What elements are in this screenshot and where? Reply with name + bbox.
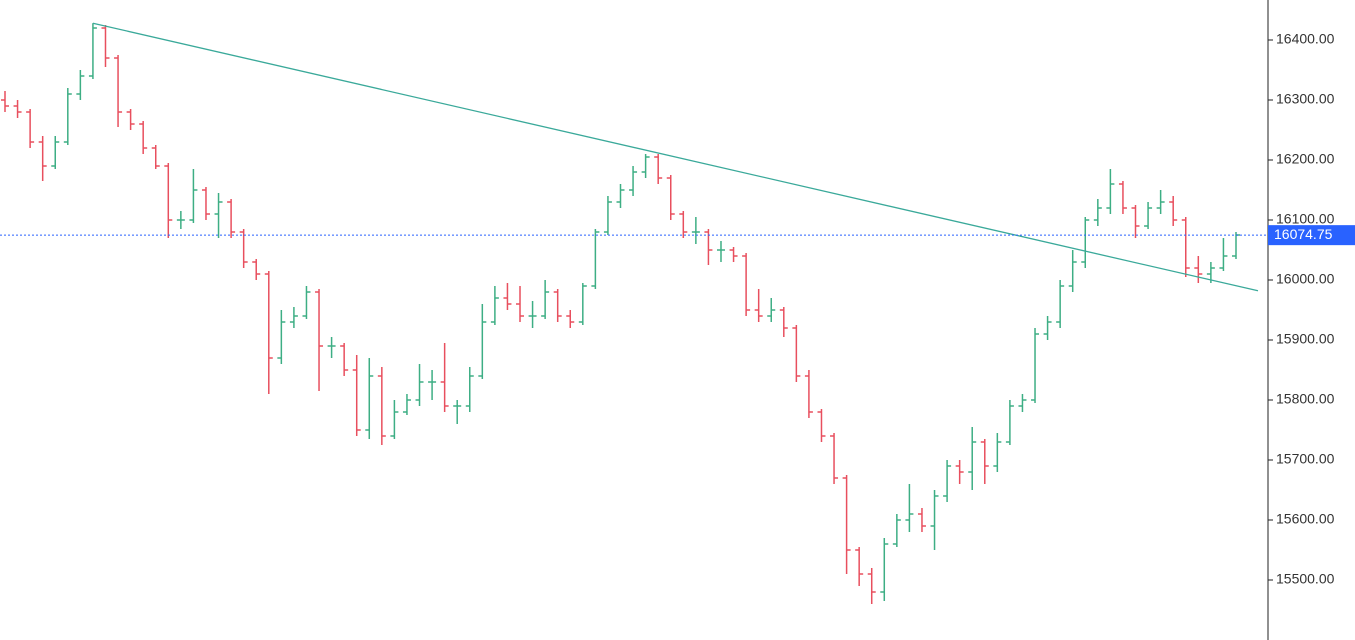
y-tick-label: 15500.00 xyxy=(1276,571,1335,587)
y-tick-label: 15600.00 xyxy=(1276,511,1335,527)
y-tick-label: 15700.00 xyxy=(1276,451,1335,467)
y-tick-label: 16000.00 xyxy=(1276,271,1335,287)
y-tick-label: 15800.00 xyxy=(1276,391,1335,407)
y-tick-label: 15900.00 xyxy=(1276,331,1335,347)
last-price-box xyxy=(1268,225,1355,246)
last-price-label: 16074.75 xyxy=(1274,226,1333,242)
trend-line xyxy=(92,22,1259,292)
y-tick-label: 16200.00 xyxy=(1276,151,1335,167)
y-tick-label: 16400.00 xyxy=(1276,31,1335,47)
y-tick-label: 16300.00 xyxy=(1276,91,1335,107)
y-tick-label: 16100.00 xyxy=(1276,211,1335,227)
